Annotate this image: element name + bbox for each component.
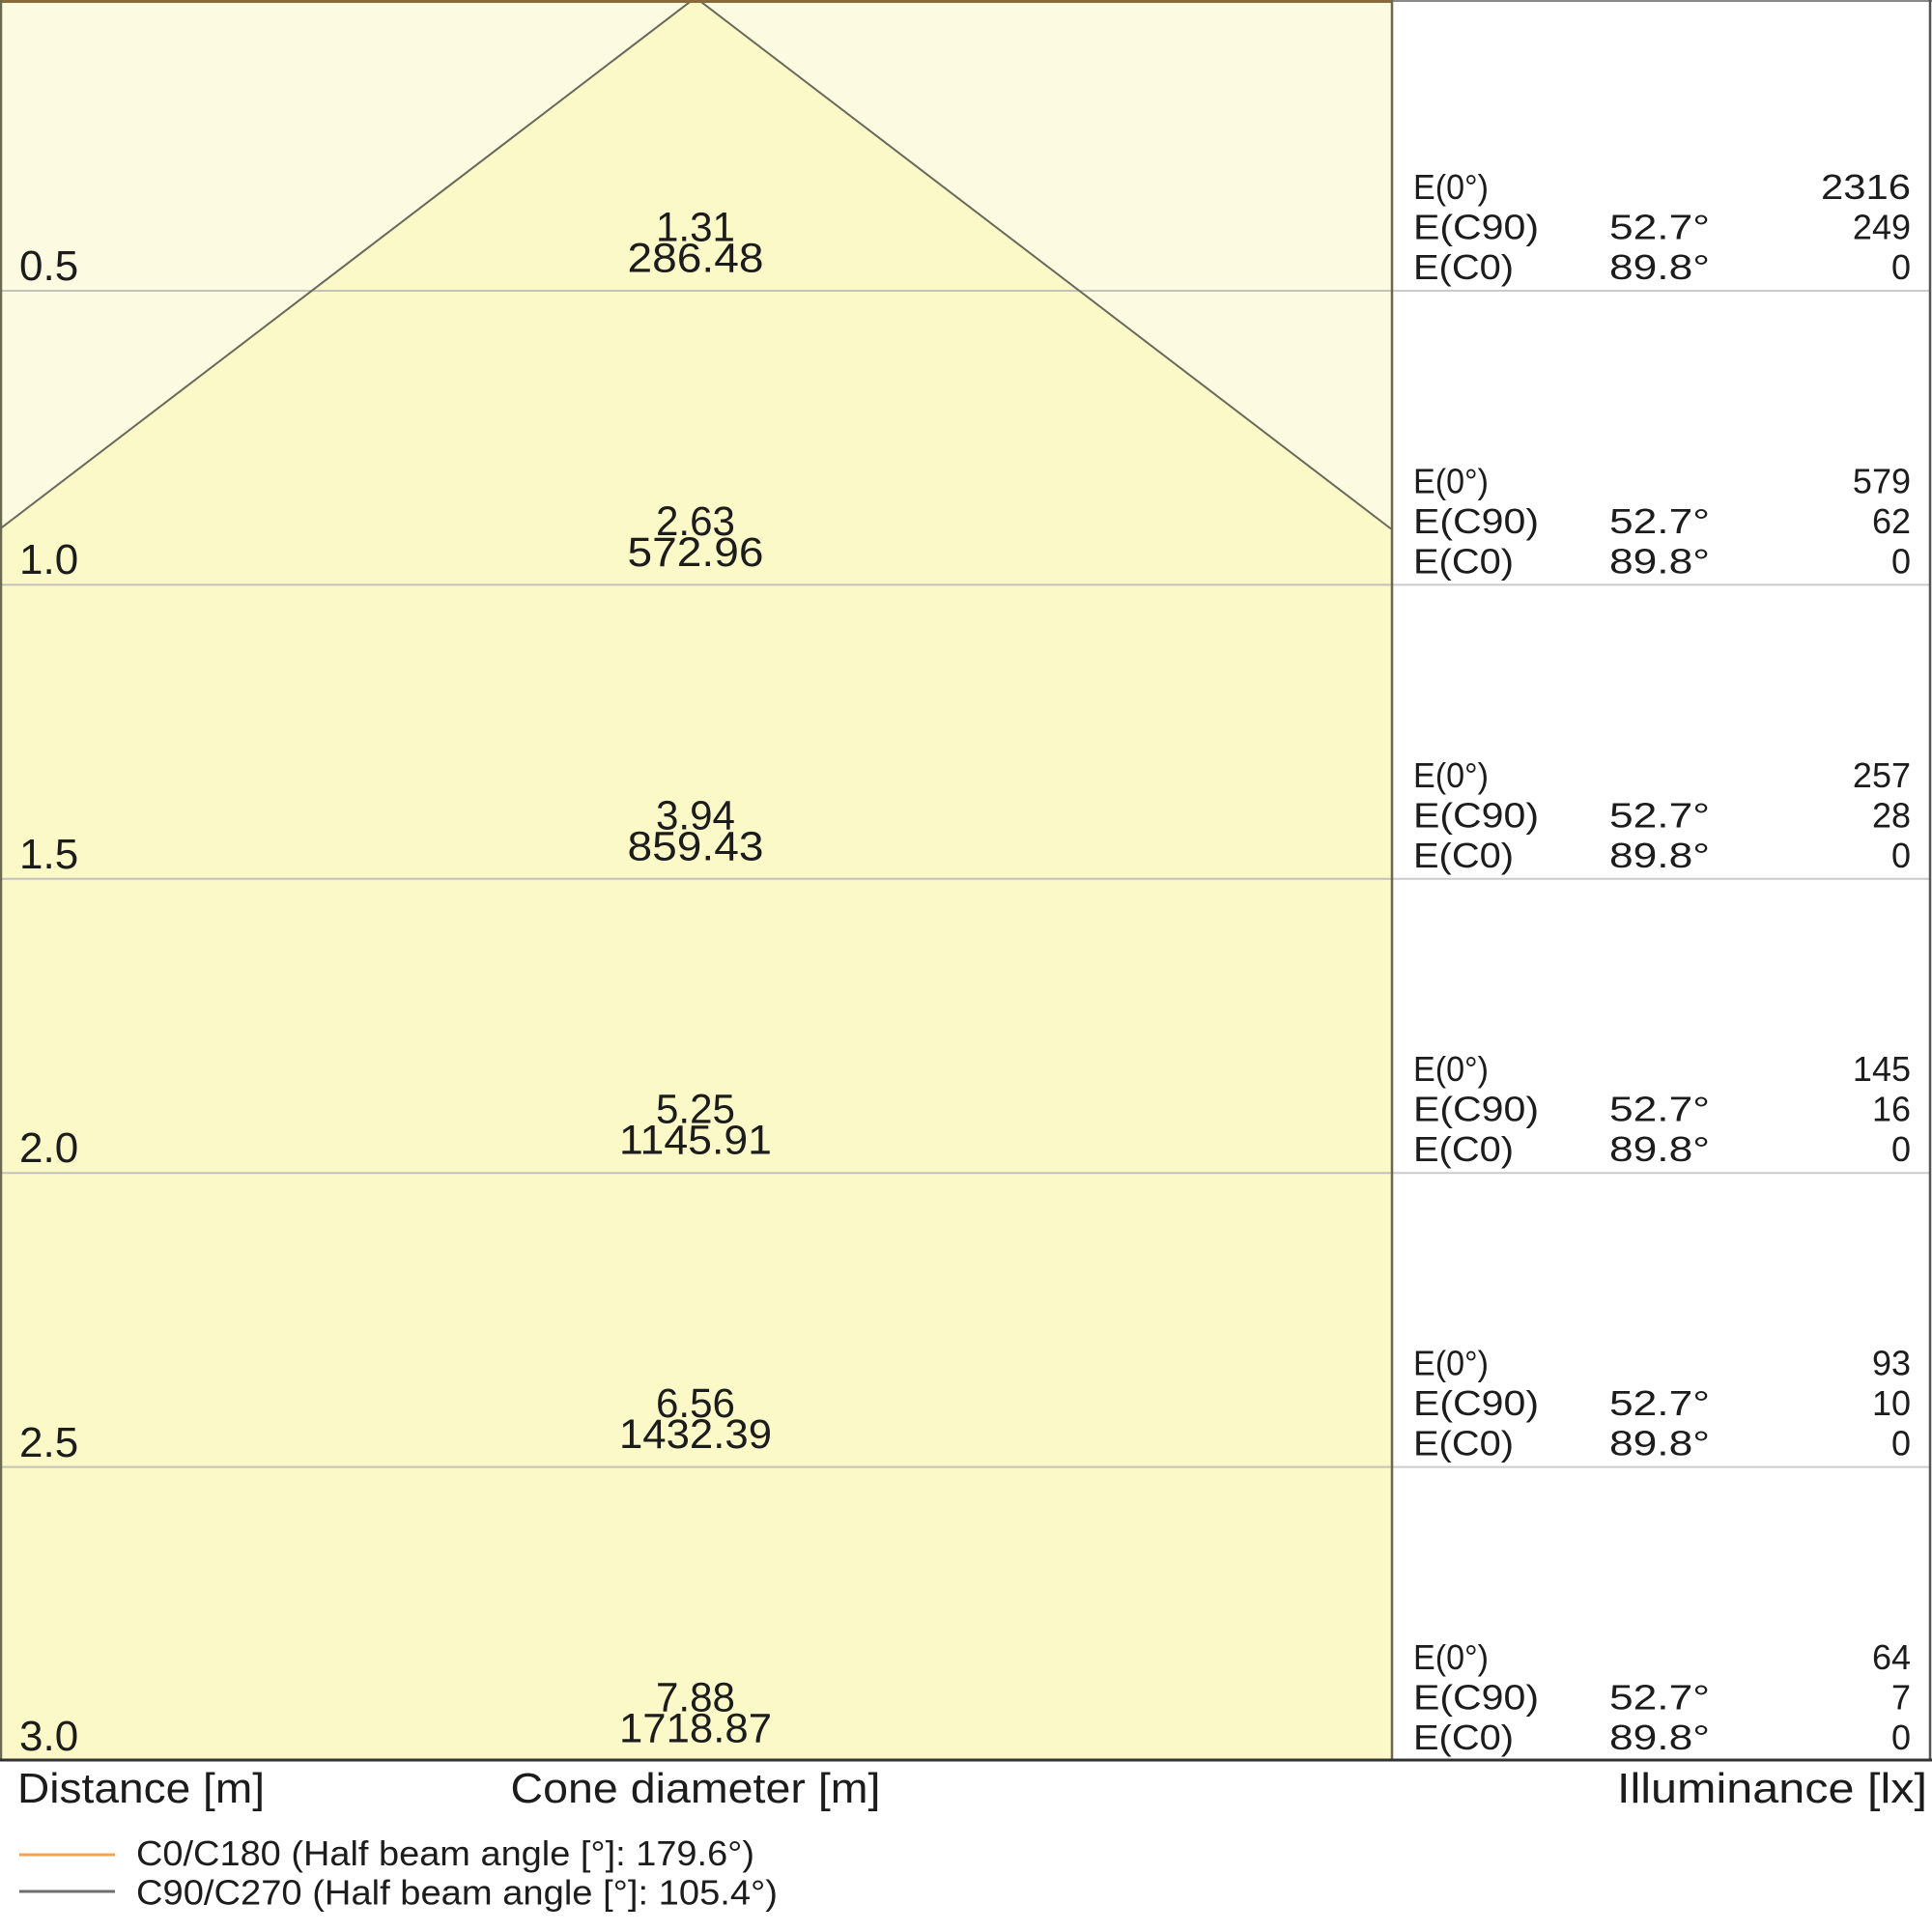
svg-text:6.56: 6.56 — [656, 1380, 735, 1427]
svg-text:0: 0 — [1891, 247, 1911, 287]
svg-text:52.7°: 52.7° — [1609, 208, 1710, 247]
svg-text:16: 16 — [1872, 1090, 1911, 1129]
svg-text:1.31: 1.31 — [656, 205, 735, 251]
svg-text:1145.91: 1145.91 — [619, 1118, 772, 1164]
svg-text:52.7°: 52.7° — [1609, 1090, 1710, 1129]
svg-text:C90/C270 (Half beam angle [°]:: C90/C270 (Half beam angle [°]: 105.4°) — [136, 1873, 778, 1913]
svg-text:5.25: 5.25 — [656, 1087, 735, 1133]
svg-text:E(0°): E(0°) — [1413, 755, 1489, 795]
svg-text:52.7°: 52.7° — [1609, 795, 1710, 835]
svg-text:E(0°): E(0°) — [1413, 1344, 1489, 1383]
svg-text:0: 0 — [1891, 541, 1911, 581]
svg-text:0: 0 — [1891, 1718, 1911, 1757]
svg-text:E(C90): E(C90) — [1413, 1090, 1539, 1129]
svg-text:2316: 2316 — [1821, 167, 1911, 207]
svg-text:Cone diameter [m]: Cone diameter [m] — [511, 1765, 881, 1812]
svg-text:Illuminance [lx]: Illuminance [lx] — [1617, 1765, 1927, 1812]
svg-text:249: 249 — [1853, 208, 1911, 247]
svg-text:2.5: 2.5 — [19, 1419, 78, 1466]
svg-text:1.0: 1.0 — [19, 536, 78, 583]
svg-text:0: 0 — [1891, 1424, 1911, 1463]
svg-text:52.7°: 52.7° — [1609, 1383, 1710, 1423]
svg-text:E(C0): E(C0) — [1413, 1424, 1514, 1463]
svg-text:2.0: 2.0 — [19, 1124, 78, 1172]
svg-text:89.8°: 89.8° — [1609, 1718, 1710, 1757]
svg-text:E(C0): E(C0) — [1413, 541, 1514, 581]
svg-text:286.48: 286.48 — [628, 236, 764, 282]
svg-text:10: 10 — [1872, 1383, 1911, 1423]
svg-text:62: 62 — [1872, 501, 1911, 541]
svg-text:3.94: 3.94 — [656, 792, 735, 838]
svg-text:E(C0): E(C0) — [1413, 247, 1514, 287]
svg-text:2.63: 2.63 — [656, 498, 735, 545]
svg-text:145: 145 — [1853, 1049, 1911, 1089]
svg-text:7.88: 7.88 — [656, 1675, 735, 1721]
svg-text:C0/C180 (Half beam angle [°]:: C0/C180 (Half beam angle [°]: 179.6°) — [136, 1833, 754, 1873]
svg-text:E(C0): E(C0) — [1413, 1129, 1514, 1169]
svg-text:64: 64 — [1872, 1637, 1911, 1677]
svg-text:E(C0): E(C0) — [1413, 836, 1514, 875]
svg-text:E(C90): E(C90) — [1413, 1383, 1539, 1423]
svg-text:0: 0 — [1891, 1129, 1911, 1169]
svg-text:0.5: 0.5 — [19, 242, 78, 290]
svg-text:52.7°: 52.7° — [1609, 501, 1710, 541]
svg-text:E(C0): E(C0) — [1413, 1718, 1514, 1757]
svg-text:E(0°): E(0°) — [1413, 1049, 1489, 1089]
svg-text:E(C90): E(C90) — [1413, 501, 1539, 541]
svg-text:579: 579 — [1853, 461, 1911, 500]
svg-text:572.96: 572.96 — [628, 529, 764, 576]
svg-text:3.0: 3.0 — [19, 1713, 78, 1760]
svg-text:E(0°): E(0°) — [1413, 1637, 1489, 1677]
svg-text:1432.39: 1432.39 — [619, 1411, 772, 1458]
svg-text:89.8°: 89.8° — [1609, 836, 1710, 875]
svg-text:Distance [m]: Distance [m] — [17, 1765, 265, 1812]
svg-text:93: 93 — [1872, 1344, 1911, 1383]
svg-text:E(0°): E(0°) — [1413, 461, 1489, 500]
svg-text:89.8°: 89.8° — [1609, 247, 1710, 287]
svg-text:E(C90): E(C90) — [1413, 1678, 1539, 1718]
svg-text:0: 0 — [1891, 836, 1911, 875]
svg-text:E(C90): E(C90) — [1413, 795, 1539, 835]
svg-text:1718.87: 1718.87 — [619, 1706, 772, 1752]
svg-text:52.7°: 52.7° — [1609, 1678, 1710, 1718]
svg-text:89.8°: 89.8° — [1609, 541, 1710, 581]
svg-text:7: 7 — [1891, 1678, 1911, 1718]
svg-text:E(0°): E(0°) — [1413, 167, 1489, 207]
svg-text:89.8°: 89.8° — [1609, 1129, 1710, 1169]
svg-text:89.8°: 89.8° — [1609, 1424, 1710, 1463]
svg-text:28: 28 — [1872, 795, 1911, 835]
svg-text:1.5: 1.5 — [19, 831, 78, 878]
svg-text:E(C90): E(C90) — [1413, 208, 1539, 247]
svg-text:859.43: 859.43 — [628, 823, 764, 869]
svg-text:257: 257 — [1853, 755, 1911, 795]
